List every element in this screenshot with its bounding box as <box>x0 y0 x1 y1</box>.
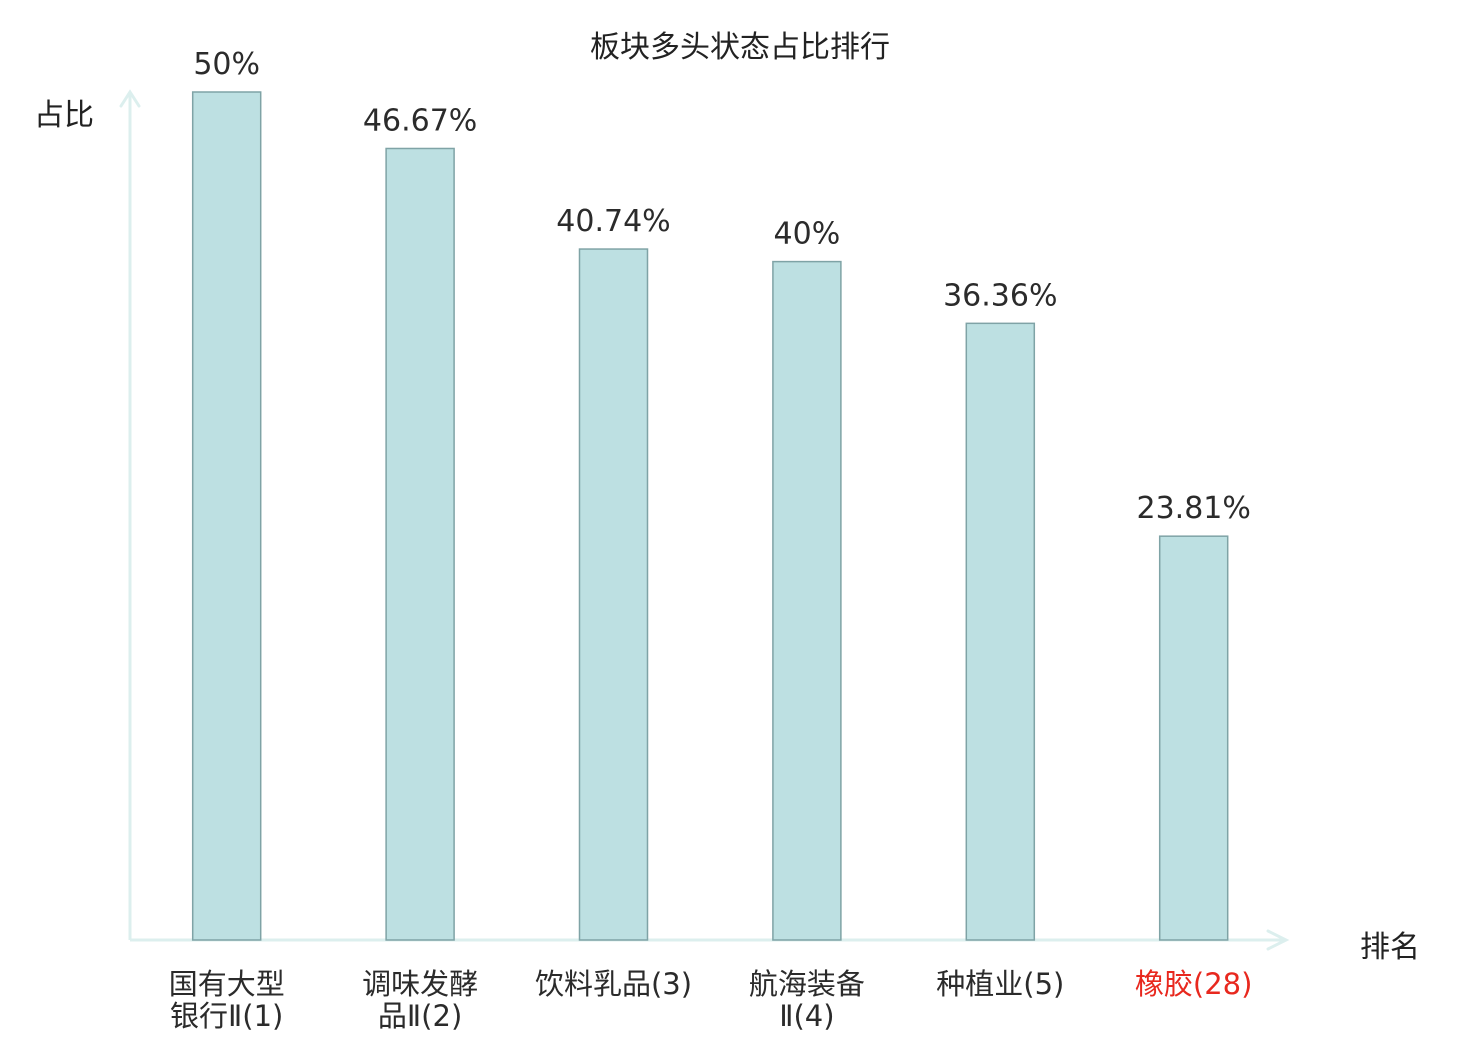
x-tick-label: 品Ⅱ(2) <box>378 999 462 1033</box>
bar-value-label: 46.67% <box>363 103 477 138</box>
x-tick-label: 橡胶(28) <box>1135 967 1253 1001</box>
x-axis-arrow <box>1266 929 1290 951</box>
bar <box>578 248 649 941</box>
x-axis-label: 排名 <box>1360 930 1420 965</box>
x-tick-label: 航海装备 <box>749 967 865 1001</box>
x-tick-label: 饮料乳品(3) <box>535 967 692 1001</box>
y-axis-arrow <box>119 89 141 108</box>
x-tick-label: 银行Ⅱ(1) <box>170 999 283 1033</box>
bar-value-label: 40% <box>774 217 841 252</box>
chart-title: 板块多头状态占比排行 <box>590 30 890 65</box>
x-tick-label: Ⅱ(4) <box>779 999 834 1033</box>
bar-value-label: 36.36% <box>943 278 1057 313</box>
bar-value-label: 50% <box>193 47 260 82</box>
bar <box>385 147 455 941</box>
x-tick-label: 种植业(5) <box>936 967 1064 1001</box>
bar <box>965 322 1036 941</box>
x-tick-label: 国有大型 <box>169 967 285 1001</box>
bar <box>191 91 262 941</box>
bar <box>772 260 842 941</box>
bar-value-label: 40.74% <box>556 204 670 239</box>
x-tick-label: 调味发酵 <box>362 967 478 1001</box>
bar-value-label: 23.81% <box>1137 491 1251 526</box>
bar <box>1158 535 1229 941</box>
y-axis-label: 占比 <box>34 98 94 133</box>
